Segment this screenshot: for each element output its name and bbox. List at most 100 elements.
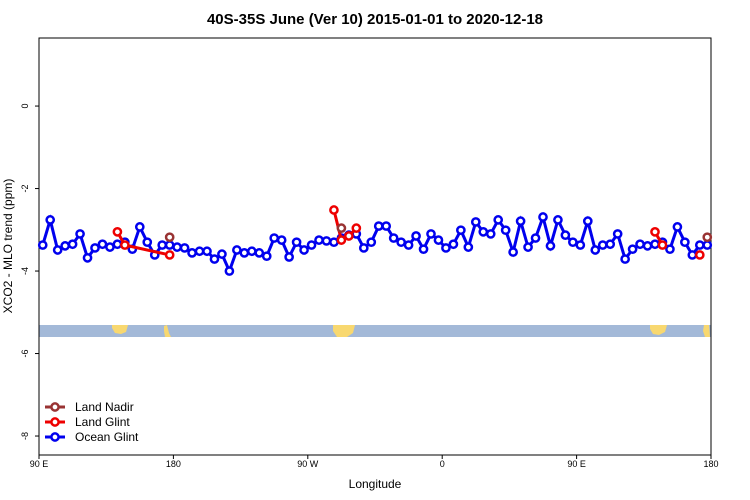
point — [52, 245, 63, 255]
point — [590, 245, 601, 255]
point — [60, 241, 70, 251]
point — [575, 240, 586, 250]
legend-label: Land Nadir — [75, 400, 134, 414]
point — [657, 240, 668, 250]
point — [388, 233, 399, 243]
point — [478, 227, 489, 237]
point — [456, 225, 466, 236]
y-tick-label: -8 — [20, 432, 30, 440]
point — [254, 248, 265, 258]
point — [635, 239, 645, 250]
point — [75, 229, 85, 239]
x-tick-label: 0 — [440, 459, 445, 469]
point — [284, 252, 294, 262]
point — [702, 240, 713, 250]
y-tick-label: -4 — [20, 267, 30, 275]
point — [239, 248, 250, 258]
x-tick-label: 90 W — [297, 459, 319, 469]
point — [202, 246, 212, 257]
point — [694, 240, 705, 250]
point — [306, 240, 317, 250]
x-tick-label: 90 E — [567, 459, 586, 469]
point — [403, 240, 414, 250]
legend-marker — [50, 402, 60, 412]
point — [187, 248, 197, 258]
point — [321, 236, 332, 246]
point — [97, 239, 108, 250]
point — [45, 215, 56, 225]
point — [299, 245, 309, 255]
map-strip — [39, 325, 711, 337]
x-axis-label: Longitude — [349, 477, 402, 491]
point — [433, 235, 444, 245]
point — [650, 239, 660, 250]
point — [164, 250, 175, 260]
point — [172, 242, 182, 252]
point — [366, 237, 377, 248]
x-tick-label: 90 E — [30, 459, 49, 469]
point — [680, 237, 690, 248]
point — [314, 235, 324, 245]
point — [538, 212, 548, 222]
legend-marker — [50, 417, 60, 427]
point — [508, 247, 518, 257]
point — [329, 205, 339, 215]
point — [702, 232, 713, 243]
legend-label: Ocean Glint — [75, 430, 139, 444]
point — [426, 229, 436, 239]
chart-title: 40S-35S June (Ver 10) 2015-01-01 to 2020… — [207, 11, 543, 28]
point — [105, 242, 115, 252]
x-tick-label: 180 — [166, 459, 181, 469]
point — [694, 250, 705, 260]
point — [291, 237, 302, 248]
point — [336, 223, 347, 233]
point — [500, 225, 511, 236]
point — [157, 240, 168, 250]
point — [687, 250, 698, 260]
point — [351, 223, 362, 233]
point — [194, 246, 205, 257]
y-axis-label: XCO2 - MLO trend (ppm) — [1, 179, 15, 314]
point — [381, 221, 392, 231]
point — [269, 233, 280, 243]
point — [665, 244, 675, 255]
point — [597, 240, 608, 250]
point — [582, 216, 593, 226]
point — [329, 237, 339, 248]
point — [90, 243, 100, 253]
point — [627, 244, 638, 255]
legend-label: Land Glint — [75, 415, 130, 429]
point — [470, 217, 481, 227]
point — [261, 251, 272, 262]
point — [605, 239, 616, 250]
point — [217, 249, 227, 259]
point — [545, 241, 556, 251]
point — [463, 242, 474, 252]
point — [523, 242, 533, 252]
point — [441, 243, 451, 253]
point — [620, 254, 630, 264]
y-tick-label: -6 — [20, 350, 30, 358]
point — [612, 229, 623, 239]
point — [485, 229, 496, 239]
point — [515, 216, 526, 226]
point — [411, 231, 421, 241]
point — [553, 215, 563, 225]
legend-marker — [50, 432, 60, 442]
point — [344, 231, 354, 241]
point — [276, 235, 287, 245]
point — [134, 222, 145, 232]
point — [672, 222, 683, 232]
point — [418, 244, 429, 255]
point — [179, 243, 190, 253]
point — [246, 246, 257, 257]
point — [232, 245, 242, 255]
point — [37, 240, 48, 250]
point — [120, 240, 130, 250]
point — [164, 232, 175, 243]
point — [164, 240, 175, 250]
point — [358, 243, 369, 253]
point — [209, 254, 220, 264]
point — [530, 233, 541, 243]
